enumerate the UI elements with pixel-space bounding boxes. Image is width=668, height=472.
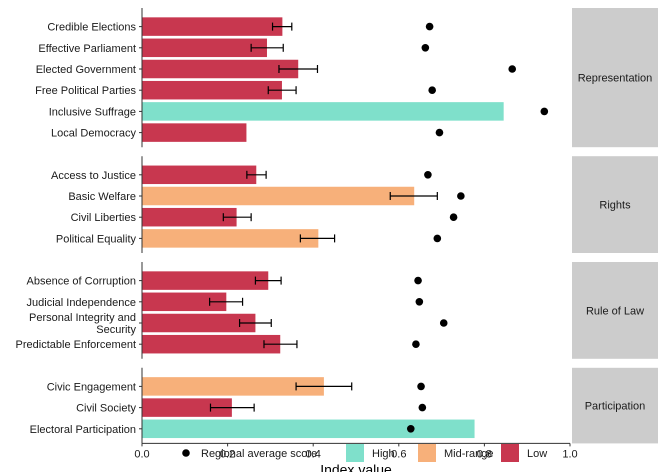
x-tick-label: 1.0 — [562, 448, 577, 460]
category-label: Elected Government — [36, 64, 136, 76]
error-bar — [209, 403, 255, 412]
regional-average-point — [433, 234, 442, 243]
regional-average-point — [417, 382, 425, 391]
legend: Regional average score High Mid-range Low — [182, 444, 547, 462]
x-tick-label: 0.6 — [391, 448, 406, 460]
bar — [142, 271, 269, 290]
bar — [142, 419, 475, 439]
category-label: Political Equality — [56, 233, 137, 245]
facet-panel: Rights Access to Justice Basic Welfare Civi… — [51, 156, 658, 253]
category-label: Effective Parliament — [38, 43, 136, 55]
legend-swatch — [418, 444, 436, 462]
regional-average-point — [439, 319, 448, 327]
bar — [142, 398, 232, 417]
bar — [142, 59, 299, 79]
facet-label: Participation — [585, 401, 646, 413]
category-label: Civil Liberties — [71, 212, 137, 224]
x-tick-label: 0.2 — [220, 448, 235, 460]
category-label: Electoral Participation — [30, 424, 136, 436]
x-axis: 0.0 0.2 0.4 0.6 0.8 1.0 — [134, 442, 578, 460]
bar — [142, 165, 257, 185]
legend-dot-key — [182, 449, 190, 457]
error-bar — [389, 192, 438, 200]
regional-average-point — [424, 171, 432, 179]
category-label: Credible Elections — [47, 22, 136, 34]
category-label: Free Political Parties — [35, 85, 136, 97]
legend-swatch — [501, 444, 519, 462]
facet-strip — [572, 156, 658, 253]
bar — [142, 186, 415, 206]
x-tick-label: 0.8 — [477, 448, 492, 460]
error-bar — [238, 319, 272, 327]
category-label-line: Personal Integrity and — [29, 312, 136, 324]
legend-swatch — [346, 444, 364, 462]
error-bar — [209, 297, 244, 306]
facet-panel: Rule of Law Absence of Corruption Judicial… — [16, 262, 658, 359]
legend-label: Low — [527, 448, 547, 460]
error-bar — [254, 276, 282, 285]
category-label: Inclusive Suffrage — [49, 106, 136, 118]
bar — [142, 102, 504, 121]
category-label: Judicial Independence — [27, 297, 136, 309]
bar — [142, 313, 256, 333]
regional-average-point — [428, 86, 436, 94]
x-axis-title: Index value — [320, 461, 392, 472]
bar — [142, 377, 324, 396]
error-bar — [250, 43, 284, 52]
error-bar — [246, 170, 267, 179]
bar — [142, 80, 282, 100]
category-label-line: Security — [96, 324, 136, 336]
error-bar — [278, 65, 319, 73]
category-label: Local Democracy — [51, 128, 136, 140]
category-label: Civil Society — [76, 403, 136, 415]
facet-strip — [572, 8, 658, 148]
facet-label: Representation — [578, 73, 653, 85]
regional-average-point — [414, 276, 422, 285]
error-bar — [222, 213, 252, 222]
error-bar — [267, 86, 297, 95]
facet-strip — [572, 367, 658, 444]
facet-panel: Participation Civic Engagement Civil Socie… — [30, 367, 658, 444]
regional-average-point — [540, 107, 549, 116]
category-label: Absence of Corruption — [27, 276, 136, 288]
error-bar — [295, 382, 353, 391]
facet-label: Rights — [599, 200, 631, 212]
bar — [142, 207, 237, 227]
bar — [142, 38, 267, 58]
regional-average-point — [457, 192, 465, 200]
regional-average-point — [415, 298, 424, 306]
category-label: Predictable Enforcement — [16, 339, 136, 351]
regional-average-point — [412, 340, 420, 349]
legend-label: Mid-range — [444, 448, 494, 460]
error-bar — [263, 340, 298, 349]
x-tick-label: 0.0 — [134, 448, 149, 460]
regional-average-point — [418, 403, 427, 412]
category-label: Basic Welfare — [68, 191, 136, 203]
regional-average-point — [425, 22, 434, 31]
bar — [142, 17, 283, 36]
error-bar — [299, 234, 336, 243]
regional-average-point — [435, 128, 444, 137]
facet-strip — [572, 262, 658, 359]
bar — [142, 334, 281, 354]
legend-dot-label: Regional average score — [201, 448, 317, 460]
legend-label: High — [372, 448, 395, 460]
category-label: Civic Engagement — [47, 381, 136, 393]
regional-average-point — [449, 213, 458, 221]
facet-label: Rule of Law — [586, 305, 644, 317]
category-label: Personal Integrity and Security — [29, 312, 137, 336]
chart-panels: Representation Credible Elections Effectiv… — [16, 8, 658, 444]
category-label: Access to Justice — [51, 170, 136, 182]
bar — [142, 123, 247, 142]
x-tick-label: 0.4 — [306, 448, 321, 460]
regional-average-point — [421, 44, 430, 52]
facet-panel: Representation Credible Elections Effectiv… — [35, 8, 658, 148]
regional-average-point — [508, 65, 517, 73]
bar — [142, 292, 227, 312]
bar — [142, 229, 319, 248]
regional-average-point — [406, 425, 415, 433]
error-bar — [271, 22, 293, 31]
